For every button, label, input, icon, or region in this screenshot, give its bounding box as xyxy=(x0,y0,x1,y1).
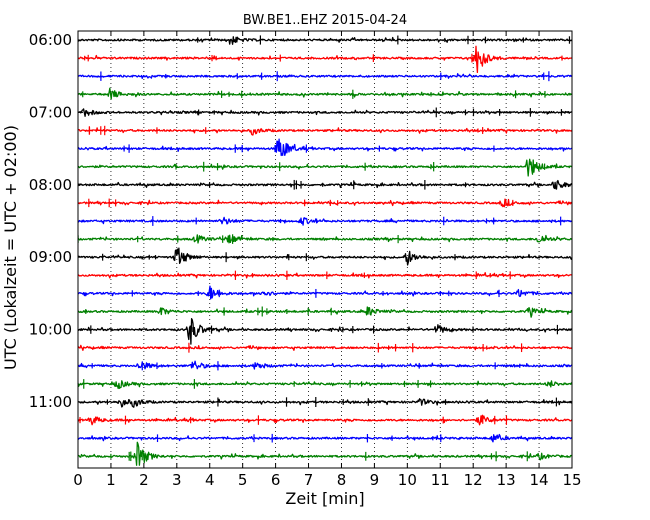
trace-line xyxy=(77,138,572,157)
trace-line xyxy=(77,398,573,408)
trace-line xyxy=(77,344,573,351)
x-axis-ticks: 0 1 2 3 4 5 6 7 8 9 10 11 12 13 14 15 xyxy=(73,31,582,489)
trace-line xyxy=(77,433,573,443)
trace-line xyxy=(77,45,573,74)
x-tick-label: 3 xyxy=(172,471,182,489)
x-tick-label: 10 xyxy=(398,471,417,489)
trace-line xyxy=(77,380,573,390)
y-tick-label: 10:00 xyxy=(29,321,72,339)
y-tick-label: 06:00 xyxy=(29,31,72,49)
x-tick-label: 5 xyxy=(238,471,248,489)
trace-line xyxy=(77,198,573,208)
trace-line xyxy=(77,87,573,100)
trace-line xyxy=(77,441,573,466)
trace-line xyxy=(77,360,573,370)
trace-group xyxy=(77,35,573,466)
y-tick-label: 08:00 xyxy=(29,176,72,194)
trace-line xyxy=(77,108,573,117)
plot-frame xyxy=(77,30,573,469)
trace-line xyxy=(77,216,573,226)
x-tick-label: 15 xyxy=(562,471,581,489)
y-tick-label: 11:00 xyxy=(29,393,72,411)
vertical-grid xyxy=(110,31,540,468)
y-axis-label: UTC (Lokalzeit = UTC + 02:00) xyxy=(1,125,20,370)
x-tick-label: 1 xyxy=(106,471,116,489)
y-tick-label: 07:00 xyxy=(29,103,72,121)
trace-line xyxy=(77,179,573,190)
x-tick-label: 0 xyxy=(73,471,83,489)
x-tick-label: 9 xyxy=(370,471,380,489)
trace-line xyxy=(77,158,573,177)
trace-line xyxy=(77,127,573,136)
x-tick-label: 2 xyxy=(139,471,149,489)
trace-line xyxy=(77,247,573,266)
x-tick-label: 13 xyxy=(497,471,516,489)
chart-title: BW.BE1..EHZ 2015-04-24 xyxy=(243,13,407,28)
x-tick-label: 7 xyxy=(304,471,314,489)
trace-line xyxy=(77,318,573,345)
trace-line xyxy=(77,272,573,279)
trace-line xyxy=(77,414,573,426)
trace-line xyxy=(77,306,573,318)
x-tick-label: 8 xyxy=(337,471,347,489)
y-axis-ticks: 06:00 07:00 08:00 09:00 10:00 11:00 xyxy=(29,31,83,411)
trace-line xyxy=(77,285,573,300)
x-axis-label: Zeit [min] xyxy=(285,489,364,508)
y-tick-label: 09:00 xyxy=(29,248,72,266)
x-tick-label: 4 xyxy=(205,471,215,489)
x-tick-label: 12 xyxy=(464,471,483,489)
x-tick-label: 11 xyxy=(431,471,450,489)
trace-line xyxy=(77,36,573,45)
trace-line xyxy=(77,73,573,80)
trace-line xyxy=(77,234,573,244)
x-tick-label: 6 xyxy=(271,471,281,489)
x-tick-label: 14 xyxy=(530,471,549,489)
